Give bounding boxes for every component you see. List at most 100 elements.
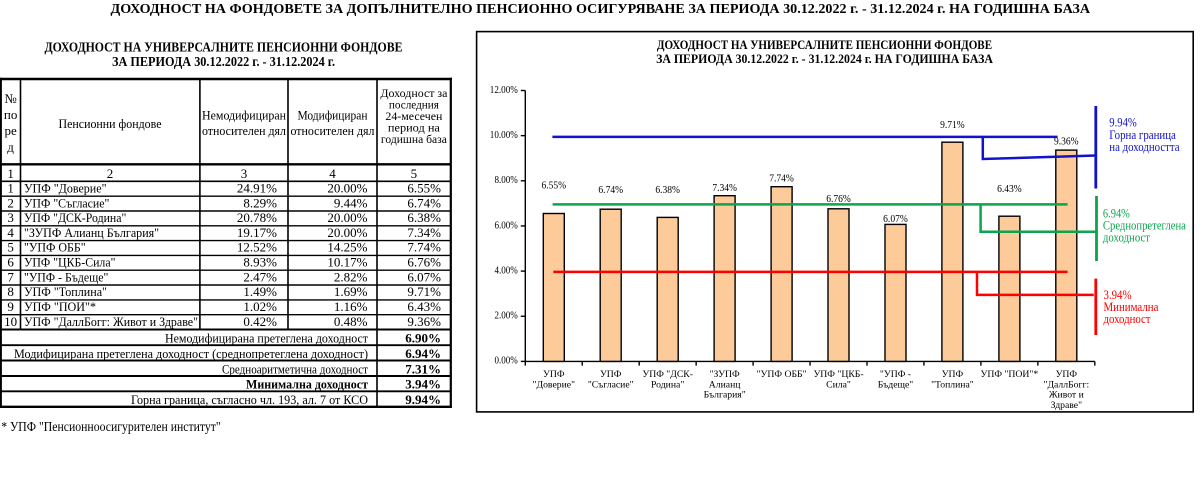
svg-text:ДОХОДНОСТ НА УНИВЕРСАЛНИТЕ ПЕН: ДОХОДНОСТ НА УНИВЕРСАЛНИТЕ ПЕНСИОННИ ФОН… <box>45 41 403 56</box>
svg-text:годишна база: годишна база <box>381 132 448 146</box>
svg-text:Пенсионни фондове: Пенсионни фондове <box>59 116 162 131</box>
svg-text:1: 1 <box>7 166 14 181</box>
svg-text:относителен дял: относителен дял <box>202 123 286 138</box>
svg-text:7.74%: 7.74% <box>407 240 441 255</box>
svg-text:"УПФ ОББ": "УПФ ОББ" <box>757 369 807 380</box>
svg-text:Живот и: Живот и <box>1049 390 1084 401</box>
svg-text:1.49%: 1.49% <box>243 284 277 299</box>
svg-text:УПФ: УПФ <box>942 369 964 380</box>
svg-text:УПФ "ДСК-: УПФ "ДСК- <box>642 369 693 380</box>
svg-text:последния: последния <box>389 98 439 112</box>
svg-text:2: 2 <box>107 166 114 181</box>
svg-text:"Топлина": "Топлина" <box>931 379 974 390</box>
svg-text:6.38%: 6.38% <box>655 184 680 196</box>
svg-text:2.00%: 2.00% <box>495 311 519 322</box>
svg-text:УПФ "ДаллБогг: Живот и Здраве": УПФ "ДаллБогг: Живот и Здраве" <box>24 314 198 329</box>
svg-text:УПФ: УПФ <box>1056 369 1078 380</box>
svg-text:по: по <box>4 107 17 122</box>
svg-text:6.74%: 6.74% <box>407 195 441 210</box>
svg-text:1.69%: 1.69% <box>334 284 368 299</box>
svg-text:12.00%: 12.00% <box>490 85 518 96</box>
svg-text:УПФ "Топлина": УПФ "Топлина" <box>24 284 107 299</box>
svg-text:УПФ "ДСК-Родина": УПФ "ДСК-Родина" <box>24 210 126 225</box>
svg-text:6.43%: 6.43% <box>997 183 1022 195</box>
svg-text:Средноаритметична доходност: Средноаритметична доходност <box>222 361 368 376</box>
svg-text:д: д <box>7 139 14 154</box>
svg-text:3.94%: 3.94% <box>1104 288 1132 302</box>
svg-text:УПФ "ПОИ"*: УПФ "ПОИ"* <box>24 299 96 314</box>
svg-text:4: 4 <box>329 166 336 181</box>
svg-text:9.36%: 9.36% <box>407 314 441 329</box>
svg-text:9: 9 <box>7 299 14 314</box>
svg-text:Родина": Родина" <box>651 379 684 390</box>
svg-text:3: 3 <box>7 210 14 225</box>
svg-text:"ЗУПФ: "ЗУПФ <box>710 369 740 380</box>
svg-text:7.34%: 7.34% <box>407 225 441 240</box>
svg-text:УПФ: УПФ <box>543 369 565 380</box>
svg-text:24.91%: 24.91% <box>237 181 277 196</box>
svg-text:относителен дял: относителен дял <box>291 123 375 138</box>
svg-text:8: 8 <box>7 284 14 299</box>
svg-text:"ЗУПФ Алианц България": "ЗУПФ Алианц България" <box>24 225 159 240</box>
svg-text:УПФ "ЦКБ-Сила": УПФ "ЦКБ-Сила" <box>24 255 115 270</box>
svg-text:доходност: доходност <box>1104 312 1151 326</box>
svg-text:14.25%: 14.25% <box>327 240 367 255</box>
svg-text:24-месечен: 24-месечен <box>385 109 443 123</box>
svg-text:УПФ "Съгласие": УПФ "Съгласие" <box>24 195 109 210</box>
svg-text:"ДаллБогг:: "ДаллБогг: <box>1043 379 1089 390</box>
svg-text:6: 6 <box>7 255 14 270</box>
svg-text:10.17%: 10.17% <box>327 255 367 270</box>
svg-text:Немодифициран: Немодифициран <box>202 108 286 123</box>
svg-text:ДОХОДНОСТ НА УНИВЕРСАЛНИТЕ ПЕН: ДОХОДНОСТ НА УНИВЕРСАЛНИТЕ ПЕНСИОННИ ФОН… <box>657 37 992 52</box>
svg-text:Минимална: Минимална <box>1104 300 1159 314</box>
svg-text:Горна граница, съгласно чл. 19: Горна граница, съгласно чл. 193, ал. 7 о… <box>131 392 368 407</box>
svg-text:9.71%: 9.71% <box>407 284 441 299</box>
svg-text:3.94%: 3.94% <box>405 377 441 392</box>
svg-text:"Доверие": "Доверие" <box>533 379 576 390</box>
svg-text:20.00%: 20.00% <box>327 210 367 225</box>
svg-text:№: № <box>4 91 16 106</box>
svg-text:Здраве": Здраве" <box>1051 400 1083 411</box>
svg-text:9.94%: 9.94% <box>405 392 441 407</box>
svg-text:Бъдеще": Бъдеще" <box>878 379 914 390</box>
svg-text:6.94%: 6.94% <box>405 346 441 361</box>
svg-text:5: 5 <box>411 166 418 181</box>
svg-text:0.42%: 0.42% <box>243 314 277 329</box>
svg-text:Модифициран: Модифициран <box>298 108 368 123</box>
svg-text:"УПФ - Бъдеще": "УПФ - Бъдеще" <box>24 269 108 284</box>
svg-text:9.36%: 9.36% <box>1054 135 1079 147</box>
svg-text:Немодифицирана претеглена дохо: Немодифицирана претеглена доходност <box>165 331 368 346</box>
svg-text:ДОХОДНОСТ НА ФОНДОВЕТЕ ЗА ДОПЪ: ДОХОДНОСТ НА ФОНДОВЕТЕ ЗА ДОПЪЛНИТЕЛНО П… <box>111 2 1091 17</box>
svg-text:8.93%: 8.93% <box>243 255 277 270</box>
svg-text:7.74%: 7.74% <box>769 172 794 184</box>
svg-text:2.47%: 2.47% <box>243 269 277 284</box>
svg-text:Среднопретеглена: Среднопретеглена <box>1103 219 1186 233</box>
svg-text:Горна граница: Горна граница <box>1109 128 1176 142</box>
svg-text:"Съгласие": "Съгласие" <box>588 379 634 390</box>
svg-text:8.00%: 8.00% <box>495 175 519 186</box>
svg-text:6.07%: 6.07% <box>407 269 441 284</box>
svg-text:19.17%: 19.17% <box>237 225 277 240</box>
svg-text:период на: период на <box>388 121 441 135</box>
svg-text:6.94%: 6.94% <box>1103 206 1130 220</box>
svg-text:7: 7 <box>7 269 14 284</box>
svg-text:България": България" <box>704 390 746 401</box>
svg-text:6.74%: 6.74% <box>598 184 623 196</box>
svg-text:2: 2 <box>7 195 14 210</box>
svg-text:7.31%: 7.31% <box>405 361 441 376</box>
svg-text:9.71%: 9.71% <box>940 119 965 131</box>
svg-text:1.02%: 1.02% <box>243 299 277 314</box>
svg-text:3: 3 <box>241 166 248 181</box>
svg-text:20.00%: 20.00% <box>327 225 367 240</box>
svg-text:8.29%: 8.29% <box>243 195 277 210</box>
svg-text:5: 5 <box>7 240 14 255</box>
svg-text:на доходността: на доходността <box>1109 140 1180 154</box>
svg-text:Доходност за: Доходност за <box>380 86 448 100</box>
svg-text:УПФ "ЦКБ-: УПФ "ЦКБ- <box>813 369 863 380</box>
svg-text:6.76%: 6.76% <box>407 255 441 270</box>
svg-text:"УПФ ОББ": "УПФ ОББ" <box>24 240 86 255</box>
svg-text:20.00%: 20.00% <box>327 181 367 196</box>
svg-text:6.00%: 6.00% <box>495 220 519 231</box>
svg-text:7.34%: 7.34% <box>712 182 737 194</box>
svg-text:ЗА ПЕРИОДА 30.12.2022 г. - 31: ЗА ПЕРИОДА 30.12.2022 г. - 31.12.2024 г.… <box>656 51 993 66</box>
